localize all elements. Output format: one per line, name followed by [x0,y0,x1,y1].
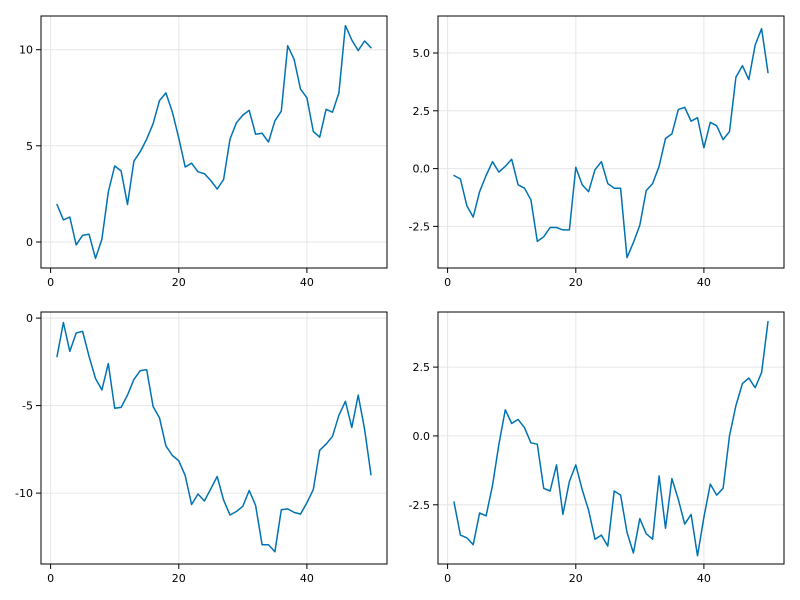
series-line [56,321,372,553]
y-tick-label: 10 [19,44,33,57]
x-tick-label: 0 [47,276,54,289]
y-tick-label: 0.0 [413,163,431,176]
x-tick-label: 20 [569,572,583,585]
x-tick-label: 40 [300,572,314,585]
plot-frame [437,15,785,269]
y-tick-label: 2.5 [413,361,431,374]
y-tick-label: -2.5 [409,499,430,512]
x-tick-label: 40 [300,276,314,289]
y-tick-label: 0.0 [413,430,431,443]
x-tick-label: 0 [444,572,451,585]
y-tick-label: 5 [26,140,33,153]
y-tick-label: -2.5 [409,220,430,233]
x-tick-label: 40 [697,572,711,585]
y-tick-label: -5 [22,400,33,413]
y-tick-label: 5.0 [413,47,431,60]
y-tick-label: -10 [15,487,33,500]
plot-frame [40,311,388,565]
x-tick-label: 20 [569,276,583,289]
series-line [453,27,769,259]
subplot-top-left: 0 20 40 0 5 10 [19,15,388,289]
y-tick-label: 2.5 [413,105,431,118]
plot-frame [40,15,388,269]
series-line [453,320,769,557]
subplot-bottom-right: 0 20 40 -2.5 0.0 2.5 [409,311,785,585]
x-tick-label: 20 [172,572,186,585]
plot-frame [437,311,785,565]
subplot-top-right: 0 20 40 -2.5 0.0 2.5 5.0 [409,15,785,289]
x-tick-label: 20 [172,276,186,289]
x-tick-label: 0 [444,276,451,289]
subplot-bottom-left: 0 20 40 -10 -5 0 [15,311,388,585]
y-tick-label: 0 [26,236,33,249]
series-line [56,24,372,260]
x-tick-label: 40 [697,276,711,289]
x-tick-label: 0 [47,572,54,585]
y-tick-label: 0 [26,312,33,325]
